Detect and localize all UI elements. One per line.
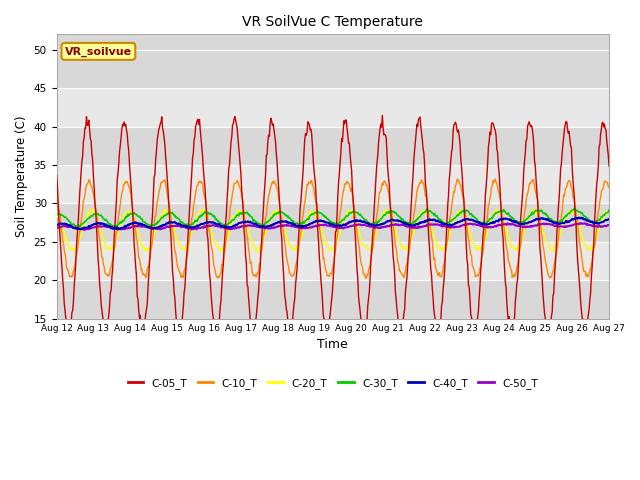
Title: VR SoilVue C Temperature: VR SoilVue C Temperature xyxy=(243,15,423,29)
Text: VR_soilvue: VR_soilvue xyxy=(65,46,132,57)
Bar xyxy=(56,50,609,88)
Bar xyxy=(56,88,609,127)
Legend: C-05_T, C-10_T, C-20_T, C-30_T, C-40_T, C-50_T: C-05_T, C-10_T, C-20_T, C-30_T, C-40_T, … xyxy=(124,374,542,393)
Y-axis label: Soil Temperature (C): Soil Temperature (C) xyxy=(15,116,28,237)
Bar xyxy=(56,204,609,242)
Bar xyxy=(56,165,609,204)
Bar xyxy=(56,242,609,280)
X-axis label: Time: Time xyxy=(317,338,348,351)
Bar xyxy=(56,127,609,165)
Bar xyxy=(56,280,609,319)
